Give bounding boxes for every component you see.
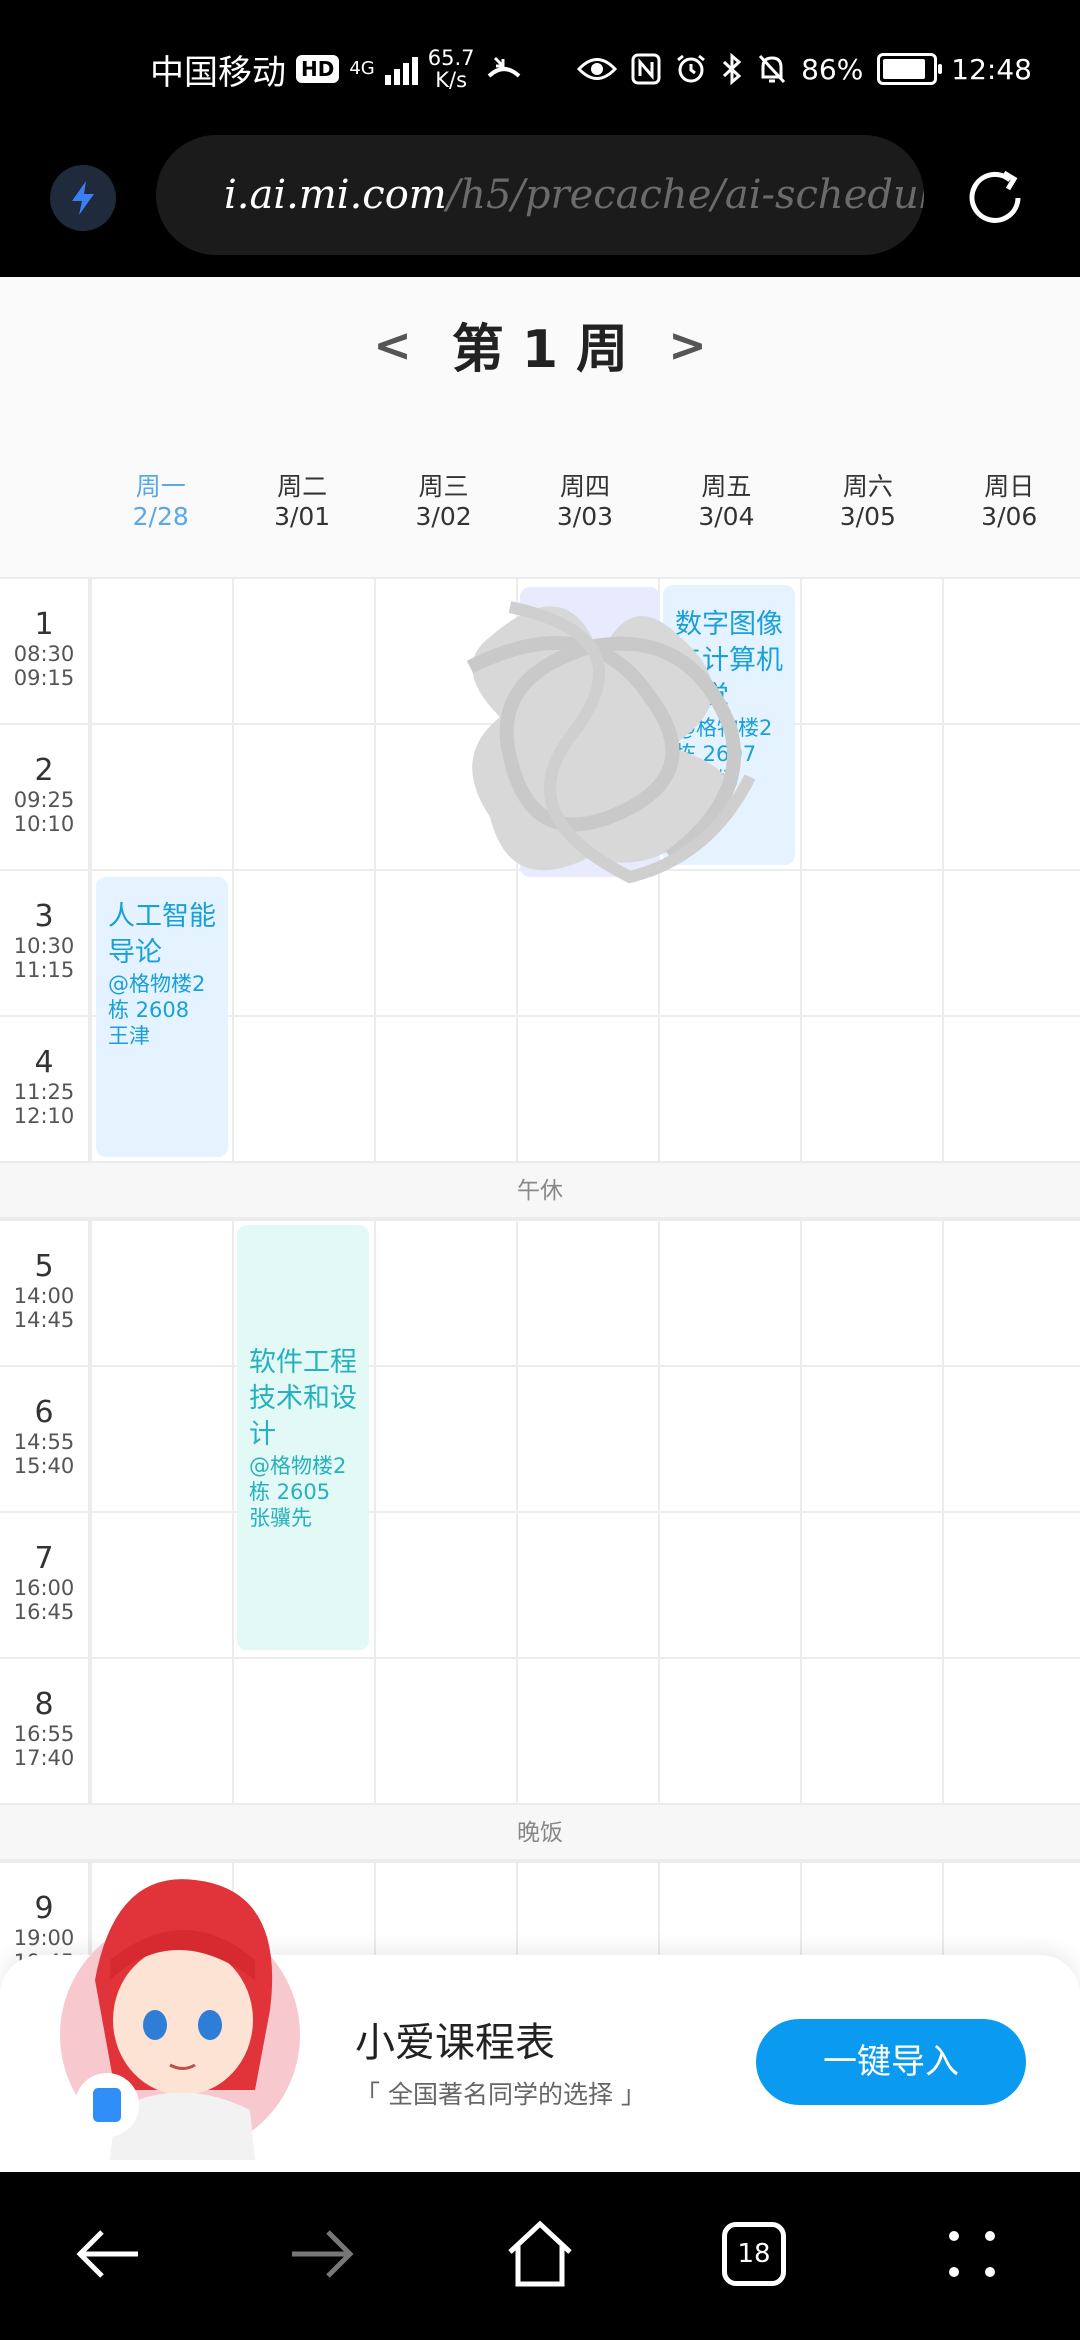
course-card[interactable]: 软件工程技术和设计 @格物楼2栋 2605 张骥先 bbox=[237, 1225, 369, 1650]
network-type: 4G bbox=[349, 60, 374, 78]
mascot-avatar bbox=[55, 1860, 305, 2160]
carrier-name: 中国移动 bbox=[150, 45, 286, 94]
status-bar: 中国移动 HD 4G 65.7 K/s 86% 12:48 bbox=[0, 0, 1080, 135]
menu-dots-icon[interactable] bbox=[932, 2214, 1012, 2294]
day-header: 周四 3/03 bbox=[514, 472, 655, 562]
time-slot: 6 14:55 15:40 bbox=[0, 1367, 90, 1513]
course-teacher: 王津 bbox=[108, 1023, 218, 1049]
day-header: 周六 3/05 bbox=[797, 472, 938, 562]
course-location: @格物楼2栋 2605 bbox=[249, 1453, 359, 1505]
battery-percent: 86% bbox=[801, 53, 863, 86]
day-header: 周五 3/04 bbox=[656, 472, 797, 562]
redaction-scribble bbox=[450, 577, 790, 907]
day-header: 周一 2/28 bbox=[90, 472, 231, 562]
time-slot: 1 08:30 09:15 bbox=[0, 579, 90, 725]
back-arrow-icon[interactable] bbox=[68, 2214, 148, 2294]
day-header: 周三 3/02 bbox=[373, 472, 514, 562]
mute-icon bbox=[757, 53, 787, 85]
speed-unit: K/s bbox=[435, 68, 467, 92]
alarm-icon bbox=[675, 53, 707, 85]
speed-value: 65.7 bbox=[428, 46, 475, 70]
promo-title: 小爱课程表 bbox=[355, 2010, 555, 2068]
course-teacher: 张骥先 bbox=[249, 1505, 359, 1531]
hd-badge: HD bbox=[296, 55, 339, 83]
home-icon[interactable] bbox=[500, 2214, 580, 2294]
next-week-button[interactable]: > bbox=[668, 318, 707, 372]
call-missed-icon bbox=[485, 54, 523, 84]
course-name: 人工智能导论 bbox=[108, 899, 218, 971]
reload-icon[interactable] bbox=[960, 163, 1030, 233]
time-slot: 3 10:30 11:15 bbox=[0, 871, 90, 1017]
network-speed: 65.7 K/s bbox=[428, 47, 475, 91]
course-location: @格物楼2栋 2608 bbox=[108, 971, 218, 1023]
week-header: < 第 1 周 > 周一 2/28 周二 3/01 周三 3/02 周四 3/03 周五… bbox=[0, 277, 1080, 577]
time-slot: 8 16:55 17:40 bbox=[0, 1659, 90, 1805]
time-slot: 7 16:00 16:45 bbox=[0, 1513, 90, 1659]
bluetooth-icon bbox=[721, 53, 743, 85]
time-slot: 5 14:00 14:45 bbox=[0, 1221, 90, 1367]
signal-icon bbox=[385, 53, 418, 85]
url-host: i.ai.mi.com bbox=[224, 172, 447, 218]
eye-icon bbox=[577, 56, 617, 82]
time-slot: 2 09:25 10:10 bbox=[0, 725, 90, 871]
promo-banner: 小爱课程表 「 全国著名同学的选择 」 一键导入 bbox=[0, 1955, 1080, 2172]
browser-nav-bar: 18 bbox=[0, 2172, 1080, 2340]
lightning-icon[interactable] bbox=[50, 165, 116, 231]
prev-week-button[interactable]: < bbox=[373, 318, 412, 372]
one-click-import-button[interactable]: 一键导入 bbox=[756, 2019, 1026, 2105]
battery-icon bbox=[877, 53, 937, 85]
day-header-row: 周一 2/28 周二 3/01 周三 3/02 周四 3/03 周五 3/04 周六 3/0… bbox=[90, 472, 1080, 562]
day-header: 周日 3/06 bbox=[939, 472, 1080, 562]
week-title: 第 1 周 bbox=[452, 307, 628, 382]
nfc-icon bbox=[631, 53, 661, 85]
lunch-break-row: 午休 bbox=[0, 1161, 1080, 1219]
url-path: /h5/precache/ai-schedul bbox=[447, 172, 924, 218]
course-card[interactable]: 人工智能导论 @格物楼2栋 2608 王津 bbox=[96, 877, 228, 1157]
address-bar[interactable]: i.ai.mi.com/h5/precache/ai-schedul bbox=[156, 135, 924, 255]
browser-toolbar: i.ai.mi.com/h5/precache/ai-schedul bbox=[0, 135, 1080, 277]
dinner-break-row: 晚饭 bbox=[0, 1803, 1080, 1861]
tabs-button[interactable]: 18 bbox=[722, 2222, 786, 2286]
clock: 12:48 bbox=[951, 53, 1032, 86]
time-slot: 4 11:25 12:10 bbox=[0, 1017, 90, 1163]
day-header: 周二 3/01 bbox=[231, 472, 372, 562]
forward-arrow-icon[interactable] bbox=[282, 2214, 362, 2294]
course-name: 软件工程技术和设计 bbox=[249, 1345, 359, 1453]
promo-subtitle: 「 全国著名同学的选择 」 bbox=[355, 2075, 646, 2111]
